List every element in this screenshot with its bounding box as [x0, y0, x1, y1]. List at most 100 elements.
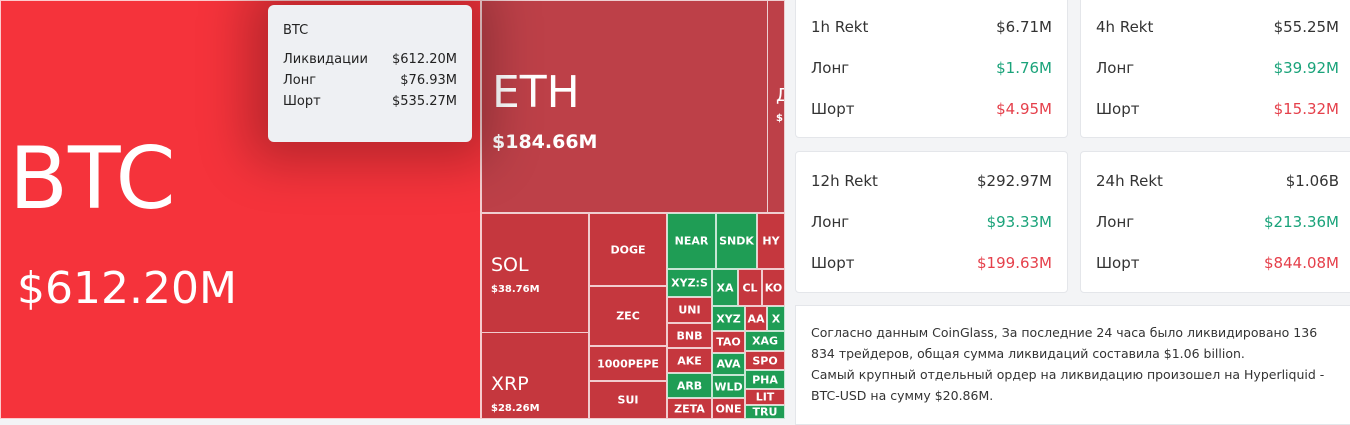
- tile-label: TAO: [716, 335, 741, 349]
- tile: XAG: [745, 331, 785, 351]
- stat-row: Лонг $93.33M: [811, 213, 1052, 254]
- stat-row: 24h Rekt $1.06B: [1096, 172, 1339, 213]
- stat-label: 12h Rekt: [811, 172, 878, 190]
- tile-label: ZETA: [674, 402, 705, 415]
- tile: SPO: [745, 351, 785, 370]
- tile-label: UNI: [678, 303, 701, 317]
- stat-label: Лонг: [811, 213, 850, 231]
- tile-label: KO: [764, 281, 783, 294]
- stat-row: 12h Rekt $292.97M: [811, 172, 1052, 213]
- stat-value: $213.36M: [1264, 213, 1339, 231]
- tile: ONE: [712, 398, 745, 419]
- tile-value: $38.76M: [491, 284, 540, 295]
- stat-label: 4h Rekt: [1096, 18, 1154, 36]
- tooltip-row: Ликвидации $612.20M: [283, 52, 457, 67]
- tile-value: $184.66M: [492, 131, 598, 153]
- tile-label: AKE: [677, 354, 702, 367]
- tile-label: TRU: [752, 405, 778, 419]
- tile: DOGE: [589, 213, 667, 286]
- stat-label: Лонг: [1096, 213, 1135, 231]
- tile-label: XAG: [751, 334, 779, 348]
- tile-label: XRP: [491, 373, 529, 395]
- tile: XA: [712, 269, 738, 306]
- tile-label: SNDK: [719, 234, 754, 248]
- tile: LIT: [745, 389, 785, 405]
- tile-label: SOL: [491, 254, 529, 276]
- tile: HY: [757, 213, 785, 269]
- tile-label: DOGE: [610, 243, 646, 256]
- tooltip-label: Лонг: [283, 73, 317, 88]
- tile: 1000PEPE: [589, 346, 667, 381]
- stat-row: Лонг $213.36M: [1096, 213, 1339, 254]
- stat-value: $292.97M: [977, 172, 1052, 190]
- tooltip-value: $612.20M: [392, 52, 457, 67]
- tile: AKE: [667, 348, 712, 373]
- tooltip-row: Шорт $535.27M: [283, 94, 457, 109]
- stat-label: 24h Rekt: [1096, 172, 1163, 190]
- tile: X: [767, 306, 785, 331]
- stat-value: $93.33M: [986, 213, 1052, 231]
- tile-label: AVA: [716, 357, 741, 371]
- stat-value: $844.08M: [1264, 254, 1339, 272]
- tile-label: ARB: [676, 379, 703, 392]
- tile-value: $: [776, 113, 783, 124]
- stat-label: Шорт: [1096, 100, 1140, 118]
- tile: AA: [745, 306, 767, 331]
- stat-card: 1h Rekt $6.71M Лонг $1.76M Шорт $4.95M: [795, 0, 1068, 138]
- tile-label: XYZ:S: [671, 276, 708, 290]
- tile-label: BTC: [9, 129, 176, 229]
- tile: PHA: [745, 370, 785, 389]
- tile-label: SUI: [617, 393, 639, 407]
- tile: ZETA: [667, 398, 712, 419]
- tile: XRP $28.26M: [481, 332, 589, 419]
- stat-row: 4h Rekt $55.25M: [1096, 18, 1339, 59]
- stat-value: $199.63M: [977, 254, 1052, 272]
- stat-row: Лонг $1.76M: [811, 59, 1052, 100]
- stat-card: 4h Rekt $55.25M Лонг $39.92M Шорт $15.32M: [1080, 0, 1350, 138]
- stat-label: Лонг: [811, 59, 850, 77]
- tile: CL: [738, 269, 762, 306]
- stat-row: Шорт $4.95M: [811, 100, 1052, 141]
- tile: AVA: [712, 353, 745, 375]
- tile-label: BNB: [676, 329, 703, 342]
- tile: XYZ: [712, 306, 745, 331]
- tile-label: X: [771, 312, 781, 325]
- stat-row: Шорт $844.08M: [1096, 254, 1339, 295]
- stat-value: $4.95M: [996, 100, 1052, 118]
- tile-value: $28.26M: [491, 403, 540, 414]
- tooltip: BTC Ликвидации $612.20M Лонг $76.93M Шорт $53…: [268, 5, 472, 142]
- tile: KO: [762, 269, 785, 306]
- stat-row: 1h Rekt $6.71M: [811, 18, 1052, 59]
- tile: XYZ:S: [667, 269, 712, 297]
- tooltip-title: BTC: [283, 23, 309, 38]
- tile: SUI: [589, 381, 667, 419]
- tooltip-value: $535.27M: [392, 94, 457, 109]
- tile: ETH $184.66M: [481, 0, 768, 213]
- tile: ARB: [667, 373, 712, 398]
- tile: TRU: [745, 405, 785, 419]
- stat-value: $1.06B: [1285, 172, 1339, 190]
- tile: TAO: [712, 331, 745, 353]
- stat-card: 24h Rekt $1.06B Лонг $213.36M Шорт $844.08M: [1080, 151, 1350, 293]
- stat-card: 12h Rekt $292.97M Лонг $93.33M Шорт $199.63M: [795, 151, 1068, 293]
- stat-row: Шорт $15.32M: [1096, 100, 1339, 141]
- tile-label: ZEC: [616, 309, 640, 323]
- tile-value: $612.20M: [17, 263, 237, 314]
- tile-label: NEAR: [674, 234, 709, 248]
- stat-label: Шорт: [1096, 254, 1140, 272]
- summary-line: Согласно данным CoinGlass, За последние …: [811, 325, 1318, 361]
- tile-label: XA: [716, 281, 734, 294]
- tile-label: PHA: [752, 373, 778, 386]
- stat-value: $6.71M: [996, 18, 1052, 36]
- tooltip-label: Ликвидации: [283, 52, 368, 67]
- tile: SOL $38.76M: [481, 213, 589, 333]
- stat-row: Лонг $39.92M: [1096, 59, 1339, 100]
- tile: UNI: [667, 297, 712, 323]
- tile: WLD: [712, 375, 745, 398]
- tile: NEAR: [667, 213, 716, 269]
- tile-label: AA: [747, 312, 765, 325]
- tile: ZEC: [589, 286, 667, 346]
- stat-label: 1h Rekt: [811, 18, 869, 36]
- stat-value: $55.25M: [1273, 18, 1339, 36]
